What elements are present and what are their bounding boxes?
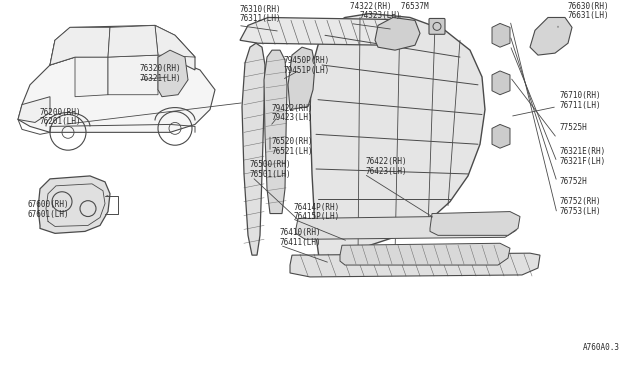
Text: 76422(RH): 76422(RH) xyxy=(366,157,408,166)
FancyBboxPatch shape xyxy=(429,19,445,34)
Polygon shape xyxy=(75,57,108,97)
Polygon shape xyxy=(18,97,50,122)
Polygon shape xyxy=(492,124,510,148)
Text: A760A0.3: A760A0.3 xyxy=(583,343,620,352)
Text: 76320(RH): 76320(RH) xyxy=(140,64,182,73)
Polygon shape xyxy=(430,212,520,235)
Text: 76630(RH): 76630(RH) xyxy=(568,1,610,10)
Text: 77525H: 77525H xyxy=(560,124,588,132)
Text: 76711(LH): 76711(LH) xyxy=(560,100,602,110)
Polygon shape xyxy=(155,25,195,57)
Text: 76310(RH): 76310(RH) xyxy=(240,4,282,13)
Polygon shape xyxy=(375,17,420,50)
Polygon shape xyxy=(108,55,158,95)
Text: 76500(RH): 76500(RH) xyxy=(250,160,292,169)
Text: 76415P(LH): 76415P(LH) xyxy=(294,212,340,221)
Polygon shape xyxy=(492,71,510,95)
Polygon shape xyxy=(290,253,540,277)
Polygon shape xyxy=(264,50,287,214)
Polygon shape xyxy=(50,25,195,70)
Text: 79451P(LH): 79451P(LH) xyxy=(284,66,330,75)
Text: 76410(RH): 76410(RH) xyxy=(280,228,322,237)
Text: 74323(LH): 74323(LH) xyxy=(360,12,402,20)
Text: 76631(LH): 76631(LH) xyxy=(568,12,610,20)
Text: 76200(RH): 76200(RH) xyxy=(40,108,82,116)
Text: 79422(RH): 79422(RH) xyxy=(272,103,314,113)
Polygon shape xyxy=(310,13,485,265)
Polygon shape xyxy=(340,243,510,265)
Polygon shape xyxy=(108,25,158,57)
Text: 76710(RH): 76710(RH) xyxy=(560,91,602,100)
Text: 79450P(RH): 79450P(RH) xyxy=(284,56,330,65)
Text: 76321(LH): 76321(LH) xyxy=(140,74,182,83)
Polygon shape xyxy=(530,17,572,55)
Polygon shape xyxy=(240,17,408,45)
Text: 67600(RH): 67600(RH) xyxy=(28,200,70,209)
Polygon shape xyxy=(50,28,110,65)
Text: 76501(LH): 76501(LH) xyxy=(250,170,292,179)
Polygon shape xyxy=(492,23,510,47)
Text: 76411(LH): 76411(LH) xyxy=(280,238,322,247)
Polygon shape xyxy=(296,215,518,239)
Polygon shape xyxy=(38,176,110,233)
Text: 79423(LH): 79423(LH) xyxy=(272,113,314,122)
Polygon shape xyxy=(242,43,265,255)
Text: 76423(LH): 76423(LH) xyxy=(366,167,408,176)
Text: 76321E(RH): 76321E(RH) xyxy=(560,147,606,156)
Polygon shape xyxy=(158,50,188,97)
Text: 76752(RH): 76752(RH) xyxy=(560,197,602,206)
Text: 76414P(RH): 76414P(RH) xyxy=(294,203,340,212)
Text: 74322(RH)  76537M: 74322(RH) 76537M xyxy=(350,1,429,10)
Text: 67601(LH): 67601(LH) xyxy=(28,209,70,218)
Text: 76521(LH): 76521(LH) xyxy=(272,147,314,156)
Text: 76311(LH): 76311(LH) xyxy=(240,15,282,23)
Text: 76752H: 76752H xyxy=(560,177,588,186)
Text: 76753(LH): 76753(LH) xyxy=(560,206,602,215)
Polygon shape xyxy=(18,55,215,132)
Polygon shape xyxy=(288,47,315,110)
Text: 76321F(LH): 76321F(LH) xyxy=(560,157,606,166)
Text: 76520(RH): 76520(RH) xyxy=(272,137,314,146)
Text: 76201(LH): 76201(LH) xyxy=(40,118,82,126)
